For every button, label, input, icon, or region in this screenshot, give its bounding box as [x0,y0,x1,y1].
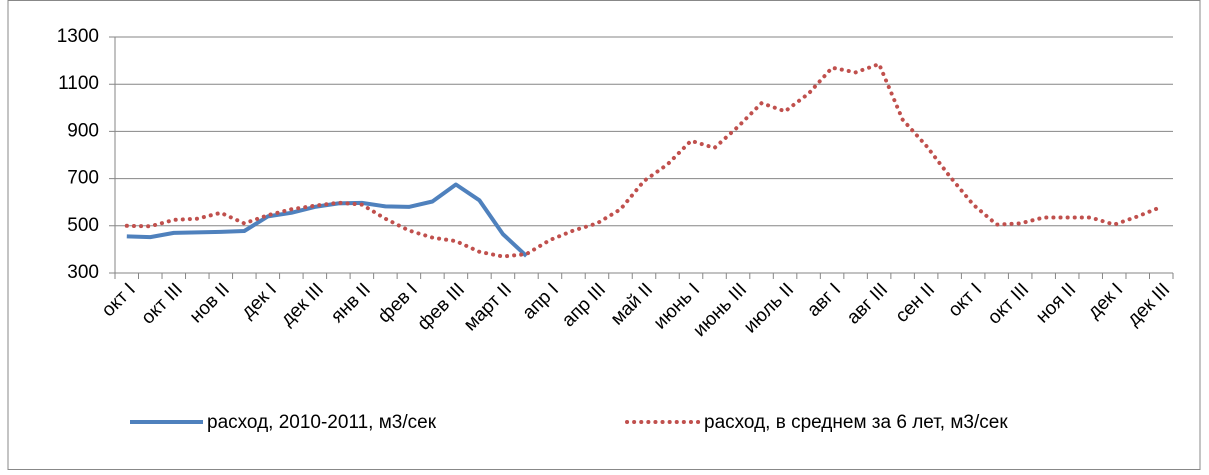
y-tick-label: 700 [67,168,99,189]
chart-border [7,0,1201,470]
y-tick-label: 1300 [57,26,99,47]
legend-label: расход, 2010-2011, м3/сек [207,412,437,433]
series-line [124,61,1164,259]
legend-label: расход, в среднем за 6 лет, м3/сек [704,412,1008,433]
y-tick-label: 300 [67,262,99,283]
y-tick-label: 1100 [58,73,99,94]
y-tick-label: 500 [67,215,99,236]
y-tick-label: 900 [67,120,99,141]
